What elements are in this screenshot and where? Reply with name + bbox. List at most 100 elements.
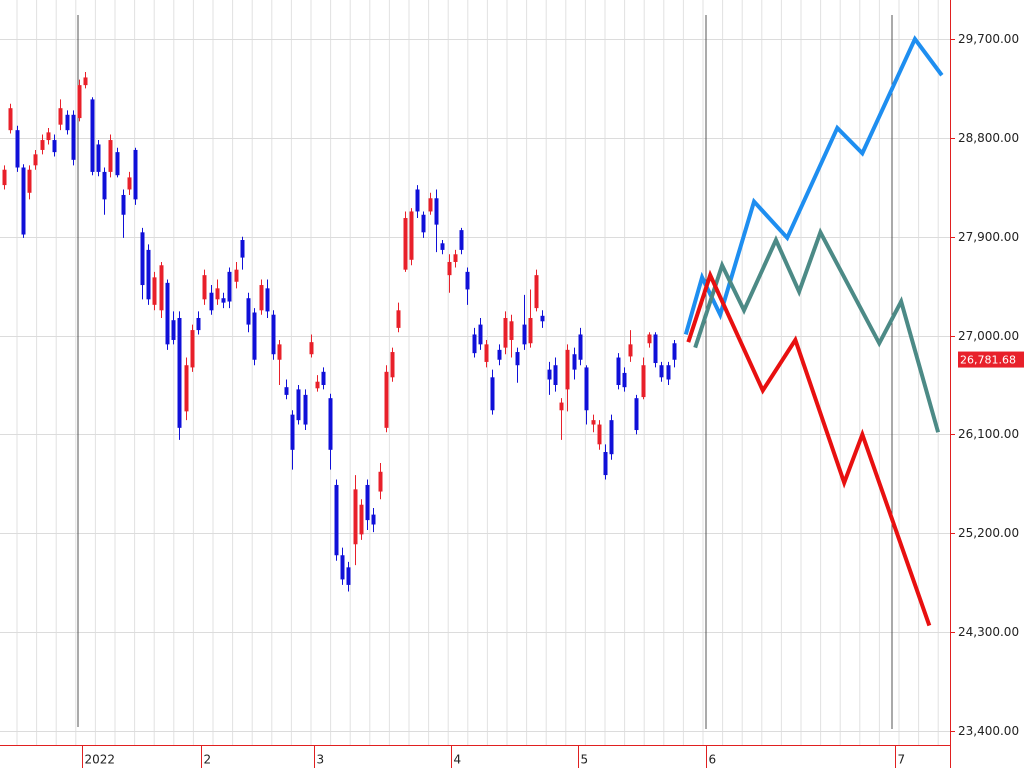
candle-body <box>440 243 445 250</box>
candle-body <box>421 214 426 233</box>
candle-body <box>628 344 633 357</box>
candle-body <box>277 344 282 360</box>
candle-body <box>177 317 182 428</box>
candle-body <box>572 354 577 370</box>
candle-body <box>634 398 639 431</box>
candle-body <box>472 334 477 354</box>
candle-body <box>215 288 220 300</box>
candle-body <box>465 271 470 290</box>
candle-body <box>146 249 151 300</box>
candle-body <box>271 314 276 355</box>
candle-body <box>659 365 664 378</box>
candle-body <box>290 414 295 450</box>
candle-body <box>559 402 564 411</box>
candle-body <box>65 114 70 131</box>
candle-body <box>121 194 126 215</box>
candle-body <box>359 504 364 535</box>
candle-body <box>52 140 57 153</box>
candle-body <box>384 371 389 428</box>
candle-body <box>371 514 376 525</box>
candle-body <box>509 321 514 340</box>
candle-body <box>96 144 101 172</box>
last-price-label: 26,781.68 <box>960 354 1016 367</box>
candle-body <box>159 265 164 311</box>
candle-body <box>522 324 527 345</box>
plot <box>2 35 944 627</box>
candle-body <box>365 484 370 521</box>
candle-body <box>246 298 251 325</box>
candle-body <box>515 352 520 366</box>
candle-body <box>547 369 552 380</box>
candle-body <box>303 394 308 425</box>
candle-body <box>309 342 314 355</box>
candle-body <box>597 424 602 445</box>
candle-body <box>647 334 652 344</box>
y-tick-label: 25,200.00 <box>958 526 1019 540</box>
candle-body <box>328 398 333 450</box>
axes: 23,400.00 24,300.00 25,200.00 26,100.00 27,0… <box>82 32 1024 768</box>
candle-body <box>196 317 201 331</box>
candle-body <box>672 343 677 360</box>
candle-body <box>315 381 320 389</box>
x-tick-label: 4 <box>454 753 462 767</box>
x-tick-label: 6 <box>709 753 717 767</box>
candle-body <box>83 77 88 86</box>
candle-body <box>540 315 545 322</box>
candle-body <box>378 471 383 492</box>
candle-body <box>528 317 533 344</box>
candle-body <box>622 372 627 388</box>
y-tick-label: 29,700.00 <box>958 32 1019 46</box>
candle-body <box>227 271 232 302</box>
candle-body <box>15 130 20 168</box>
candle-body <box>152 277 157 305</box>
candle-body <box>490 377 495 411</box>
candle-body <box>71 114 76 160</box>
candle-body <box>108 140 113 172</box>
x-tick-label: 2 <box>204 753 212 767</box>
candle-body <box>390 352 395 378</box>
projection-line <box>683 35 944 336</box>
candle-body <box>165 282 170 345</box>
y-tick-label: 26,100.00 <box>958 427 1019 441</box>
candle-body <box>27 169 32 193</box>
candle-body <box>553 365 558 385</box>
projection-line <box>693 227 941 433</box>
candle-body <box>77 85 82 119</box>
candle-body <box>234 269 239 282</box>
candle-body <box>534 275 539 309</box>
candle-body <box>8 108 13 131</box>
candle-body <box>565 349 570 390</box>
candle-body <box>259 285 264 311</box>
candle-body <box>115 152 120 176</box>
candle-body <box>484 344 489 362</box>
candle-body <box>296 389 301 421</box>
y-tick-label: 23,400.00 <box>958 724 1019 738</box>
candle-body <box>578 334 583 360</box>
candle-body <box>616 357 621 385</box>
candle-body <box>21 167 26 235</box>
y-tick-label: 28,800.00 <box>958 131 1019 145</box>
candle-body <box>2 169 7 186</box>
candle-body <box>334 484 339 556</box>
candle-body <box>641 365 646 398</box>
candle-body <box>171 320 176 340</box>
candle-body <box>415 189 420 212</box>
candle-body <box>340 555 345 580</box>
candle-body <box>133 149 138 200</box>
candle-body <box>653 334 658 364</box>
candle-body <box>346 567 351 585</box>
candle-body <box>666 365 671 380</box>
last-price-box <box>958 351 1024 368</box>
candle-body <box>221 298 226 303</box>
candle-body <box>102 171 107 200</box>
candle-body <box>478 324 483 345</box>
candle-body <box>603 452 608 476</box>
candle-body <box>428 198 433 212</box>
candle-body <box>353 489 358 545</box>
candle-body <box>584 367 589 411</box>
grid <box>0 0 950 746</box>
candle-body <box>409 211 414 260</box>
candle-body <box>33 154 38 166</box>
candle-body <box>252 312 257 360</box>
candle-body <box>453 254 458 262</box>
